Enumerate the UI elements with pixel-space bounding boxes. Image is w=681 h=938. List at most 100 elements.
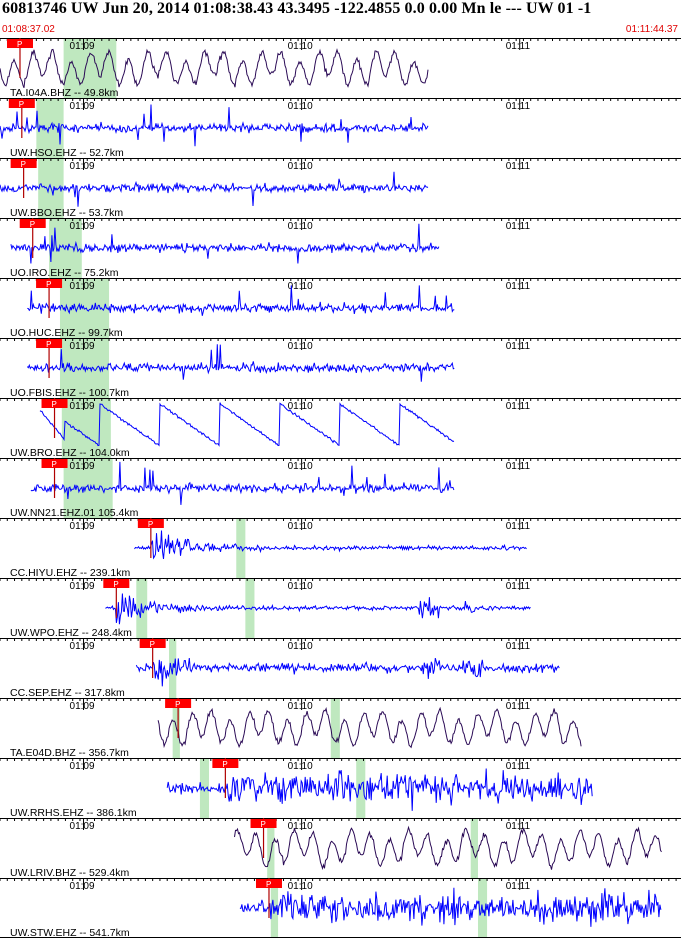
pick-label: P <box>175 700 180 709</box>
pick-label: P <box>113 580 118 589</box>
seismic-trace <box>27 285 455 316</box>
seismic-trace <box>26 344 455 382</box>
station-label: UO.IRO.EHZ -- 75.2km <box>10 267 119 279</box>
minute-label: 01:10 <box>288 161 313 172</box>
minute-label: 01:10 <box>288 401 313 412</box>
pick-flag <box>250 819 277 828</box>
seismic-trace <box>234 825 662 871</box>
minute-label: 01:11 <box>506 281 531 292</box>
minute-label: 01:10 <box>288 41 313 52</box>
pick-flag <box>6 39 33 48</box>
pick-label: P <box>261 820 266 829</box>
seismic-trace <box>134 530 527 560</box>
seismic-trace <box>157 706 582 749</box>
predicted-arrival-band <box>330 698 340 758</box>
minute-label: 01:11 <box>506 41 531 52</box>
pick-label: P <box>21 160 26 169</box>
pick-flag <box>103 579 130 588</box>
minute-label: 01:11 <box>506 221 531 232</box>
station-label: CC.HIYU.EHZ -- 239.1km <box>10 567 130 579</box>
minute-label: 01:09 <box>70 821 95 832</box>
pick-label: P <box>52 400 57 409</box>
station-label: UW.BRO.EHZ -- 104.0km <box>10 447 130 459</box>
minute-label: 01:11 <box>506 341 531 352</box>
minute-label: 01:11 <box>506 521 531 532</box>
trace-row: 01:09 01:10 01:11 P TA.I04A.BHZ -- 49.8km <box>0 38 681 99</box>
minute-label: 01:10 <box>288 101 313 112</box>
pick-label: P <box>266 880 271 889</box>
minute-label: 01:11 <box>506 761 531 772</box>
predicted-arrival-band <box>470 818 478 878</box>
station-label: UW.BBO.EHZ -- 53.7km <box>10 207 123 219</box>
trace-row: 01:09 01:10 01:11 P UW.NN21.EHZ.01 105.4km <box>0 458 681 519</box>
pick-label: P <box>222 760 227 769</box>
minute-label: 01:10 <box>288 761 313 772</box>
minute-label: 01:11 <box>506 581 531 592</box>
trace-row: 01:09 01:10 01:11 P UW.WPO.EHZ -- 248.4km <box>0 578 681 639</box>
station-label: UW.WPO.EHZ -- 248.4km <box>10 627 132 639</box>
minute-label: 01:10 <box>288 641 313 652</box>
minute-label: 01:11 <box>506 461 531 472</box>
station-label: UW.RRHS.EHZ -- 386.1km <box>10 807 137 819</box>
minute-label: 01:09 <box>70 641 95 652</box>
pick-flag <box>10 159 37 168</box>
pick-flag <box>36 279 63 288</box>
minute-label: 01:09 <box>70 761 95 772</box>
station-label: UO.HUC.EHZ -- 99.7km <box>10 327 123 339</box>
minute-label: 01:11 <box>506 161 531 172</box>
seismic-trace <box>39 402 455 447</box>
minute-label: 01:11 <box>506 701 531 712</box>
minute-label: 01:11 <box>506 881 531 892</box>
station-label: UW.HSO.EHZ -- 52.7km <box>10 147 124 159</box>
trace-row: 01:09 01:10 01:11 P CC.SEP.EHZ -- 317.8km <box>0 638 681 699</box>
event-title: 60813746 UW Jun 20, 2014 01:08:38.43 43.… <box>2 0 592 17</box>
predicted-arrival-band <box>267 818 275 878</box>
station-label: UO.FBIS.EHZ -- 100.7km <box>10 387 129 399</box>
trace-row: 01:09 01:10 01:11 P UO.HUC.EHZ -- 99.7km <box>0 278 681 339</box>
seismic-trace <box>0 48 429 88</box>
minute-label: 01:10 <box>288 821 313 832</box>
trace-row: 01:09 01:10 01:11 P UO.FBIS.EHZ -- 100.7km <box>0 338 681 399</box>
minute-label: 01:10 <box>288 581 313 592</box>
pick-label: P <box>46 340 51 349</box>
seismic-trace <box>166 768 593 811</box>
seismic-trace <box>30 461 455 505</box>
trace-row: 01:09 01:10 01:11 P UW.LRIV.BHZ -- 529.4km <box>0 818 681 879</box>
pick-label: P <box>148 520 153 529</box>
pick-label: P <box>46 280 51 289</box>
minute-label: 01:11 <box>506 821 531 832</box>
minute-label: 01:09 <box>70 881 95 892</box>
pick-flag <box>8 99 35 108</box>
station-label: UW.STW.EHZ -- 541.7km <box>10 927 130 938</box>
seismic-trace <box>0 171 429 207</box>
trace-row: 01:09 01:10 01:11 P UW.STW.EHZ -- 541.7km <box>0 878 681 938</box>
trace-row: 01:09 01:10 01:11 P TA.E04D.BHZ -- 356.7km <box>0 698 681 759</box>
minute-label: 01:09 <box>70 341 95 352</box>
pick-label: P <box>30 220 35 229</box>
pick-flag <box>137 519 164 528</box>
seismic-trace <box>135 657 560 687</box>
station-label: UW.LRIV.BHZ -- 529.4km <box>10 867 129 879</box>
minute-label: 01:10 <box>288 701 313 712</box>
minute-label: 01:11 <box>506 641 531 652</box>
minute-label: 01:09 <box>70 521 95 532</box>
pick-flag <box>19 219 46 228</box>
start-time: 01:08:37.02 <box>2 24 55 35</box>
predicted-arrival-band <box>199 758 210 818</box>
pick-flag <box>41 399 68 408</box>
predicted-arrival-band <box>236 518 246 578</box>
minute-label: 01:10 <box>288 521 313 532</box>
station-label: CC.SEP.EHZ -- 317.8km <box>10 687 125 699</box>
minute-label: 01:09 <box>70 41 95 52</box>
minute-label: 01:09 <box>70 161 95 172</box>
seismic-trace <box>239 887 662 927</box>
minute-label: 01:10 <box>288 221 313 232</box>
minute-label: 01:10 <box>288 881 313 892</box>
station-label: UW.NN21.EHZ.01 105.4km <box>10 507 139 519</box>
station-label: TA.I04A.BHZ -- 49.8km <box>10 87 119 99</box>
plot-header: 60813746 UW Jun 20, 2014 01:08:38.43 43.… <box>0 0 681 39</box>
trace-row: 01:09 01:10 01:11 P UW.BRO.EHZ -- 104.0km <box>0 398 681 459</box>
minute-label: 01:11 <box>506 101 531 112</box>
pick-flag <box>212 759 239 768</box>
trace-row: 01:09 01:10 01:11 P UW.RRHS.EHZ -- 386.1km <box>0 758 681 819</box>
